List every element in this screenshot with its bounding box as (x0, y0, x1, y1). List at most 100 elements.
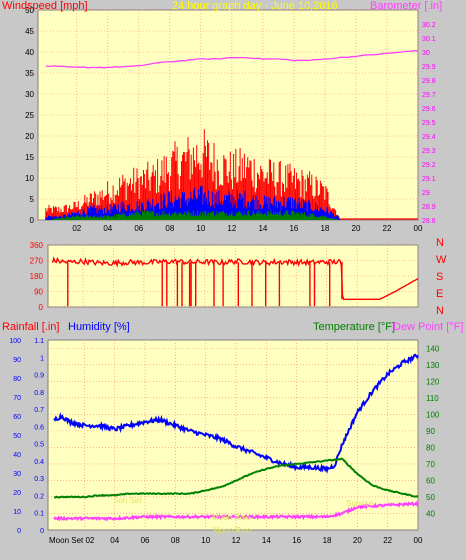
windspeed-tick-label: 30 (25, 90, 34, 99)
annotation-moon-rise-2: Moon Rise (213, 526, 252, 535)
barometer-tick-label: 30 (422, 50, 430, 57)
temp-x-tick-label: 12 (232, 536, 241, 545)
temperature-tick-label: 90 (426, 427, 435, 436)
rainfall-tick-label: 0.1 (34, 511, 44, 518)
annotation-sun-set: Sun Set (113, 496, 142, 505)
humidity-series (53, 353, 419, 474)
wind-x-tick-label: 14 (258, 224, 267, 233)
temperature-tick-label: 130 (426, 361, 440, 370)
wind-x-tick-label: 22 (383, 224, 392, 233)
chart-title: 24 hour graph day - June 10,2016 (172, 0, 338, 12)
direction-tick-label: 180 (30, 272, 44, 281)
windspeed-tick-label: 15 (25, 153, 34, 162)
direction-plot-area (47, 244, 419, 308)
wind-x-tick-label: 08 (165, 224, 174, 233)
rainfall-tick-label: 0.8 (34, 390, 44, 397)
dewpoint-series (53, 500, 419, 522)
wind-x-tick-label: 10 (196, 224, 205, 233)
temperature-tick-label: 120 (426, 377, 440, 386)
temperature-series (53, 457, 419, 499)
rainfall-tick-label: 0.6 (34, 424, 44, 431)
temp-x-tick-label: 20 (353, 536, 362, 545)
windspeed-tick-label: 0 (30, 216, 35, 225)
compass-label: S (436, 271, 443, 283)
temperature-tick-label: 60 (426, 476, 435, 485)
windspeed-tick-label: 20 (25, 132, 34, 141)
temp-x-tick-label: 14 (262, 536, 271, 545)
compass-label: E (436, 288, 443, 300)
windspeed-tick-label: 25 (25, 111, 34, 120)
dewpoint-axis-label: Dew Point [°F] (393, 321, 463, 333)
barometer-tick-label: 29.7 (422, 92, 436, 99)
windspeed-tick-label: 35 (25, 69, 34, 78)
compass-label: N (436, 305, 444, 317)
humidity-tick-label: 0 (17, 528, 21, 535)
temp-x-tick-label: 00 (414, 536, 423, 545)
temp-x-tick-label: 18 (323, 536, 332, 545)
humidity-y-axis: 0 10 20 30 40 50 60 70 80 90 100 (9, 338, 21, 535)
windspeed-tick-label: 50 (25, 6, 34, 15)
direction-tick-label: 90 (34, 288, 43, 297)
humidity-tick-label: 10 (13, 509, 21, 516)
humidity-tick-label: 80 (13, 376, 21, 383)
humidity-tick-label: 60 (13, 414, 21, 421)
wind-x-tick-label: 16 (289, 224, 298, 233)
temperature-tick-label: 50 (426, 493, 435, 502)
wind-x-tick-label: 20 (352, 224, 361, 233)
temperature-y-axis: 40 50 60 70 80 90 100 110 120 130 140 (426, 344, 440, 518)
humidity-tick-label: 90 (13, 357, 21, 364)
wind-x-tick-label: 00 (414, 224, 423, 233)
temperature-tick-label: 70 (426, 460, 435, 469)
wind-x-axis: 02 04 06 08 10 12 14 16 18 20 22 00 (72, 224, 423, 233)
temp-x-tick-label: 06 (141, 536, 150, 545)
windspeed-tick-label: 10 (25, 174, 34, 183)
barometer-tick-label: 29.4 (422, 134, 436, 141)
windspeed-tick-label: 5 (30, 195, 35, 204)
wind-y-axis: 0 5 10 15 20 25 30 35 40 45 50 (25, 6, 34, 225)
direction-tick-label: 270 (30, 257, 44, 266)
barometer-series (45, 49, 419, 69)
windspeed-tick-label: 45 (25, 27, 34, 36)
humidity-tick-label: 50 (13, 433, 21, 440)
temperature-tick-label: 140 (426, 344, 440, 353)
barometer-tick-label: 30.2 (422, 22, 436, 29)
temp-x-tick-label: 22 (383, 536, 392, 545)
wind-x-tick-label: 12 (227, 224, 236, 233)
rainfall-tick-label: 1 (40, 355, 44, 362)
compass-label: N (436, 237, 444, 249)
temp-x-tick-label: 16 (292, 536, 301, 545)
temp-x-tick-label: 04 (110, 536, 119, 545)
temperature-tick-label: 100 (426, 410, 440, 419)
temp-x-tick-label: Moon Set 02 (49, 536, 95, 545)
rainfall-tick-label: 0.9 (34, 373, 44, 380)
rainfall-axis-label: Rainfall [.in] (2, 321, 59, 333)
wind-x-tick-label: 18 (320, 224, 329, 233)
wind-low-series (51, 210, 338, 220)
temp-plot-area (47, 339, 419, 531)
direction-series (51, 256, 419, 307)
barometer-y-axis: 28.8 28.9 29 29.1 29.2 29.3 29.4 29.5 29.6 29.7 29… (422, 22, 436, 225)
wind-direction-series (51, 256, 419, 300)
barometer-tick-label: 29.1 (422, 176, 436, 183)
compass-label: W (436, 254, 447, 266)
temperature-tick-label: 80 (426, 443, 435, 452)
rainfall-tick-label: 0.5 (34, 442, 44, 449)
direction-tick-label: 0 (39, 303, 44, 312)
barometer-tick-label: 29 (422, 190, 430, 197)
barometer-tick-label: 29.5 (422, 120, 436, 127)
barometer-tick-label: 29.8 (422, 78, 436, 85)
wind-x-tick-label: 04 (103, 224, 112, 233)
temp-x-tick-label: 10 (201, 536, 210, 545)
rainfall-tick-label: 0.4 (34, 459, 44, 466)
temperature-axis-label: Temperature [°F] (313, 321, 395, 333)
temperature-tick-label: 110 (426, 394, 439, 403)
rainfall-tick-label: 0.7 (34, 407, 44, 414)
humidity-tick-label: 70 (13, 395, 21, 402)
barometer-tick-label: 30.1 (422, 36, 436, 43)
direction-y-axis: 0 90 180 270 360 (30, 241, 44, 312)
barometer-tick-label: 29.2 (422, 162, 436, 169)
temperature-tick-label: 40 (426, 509, 435, 518)
